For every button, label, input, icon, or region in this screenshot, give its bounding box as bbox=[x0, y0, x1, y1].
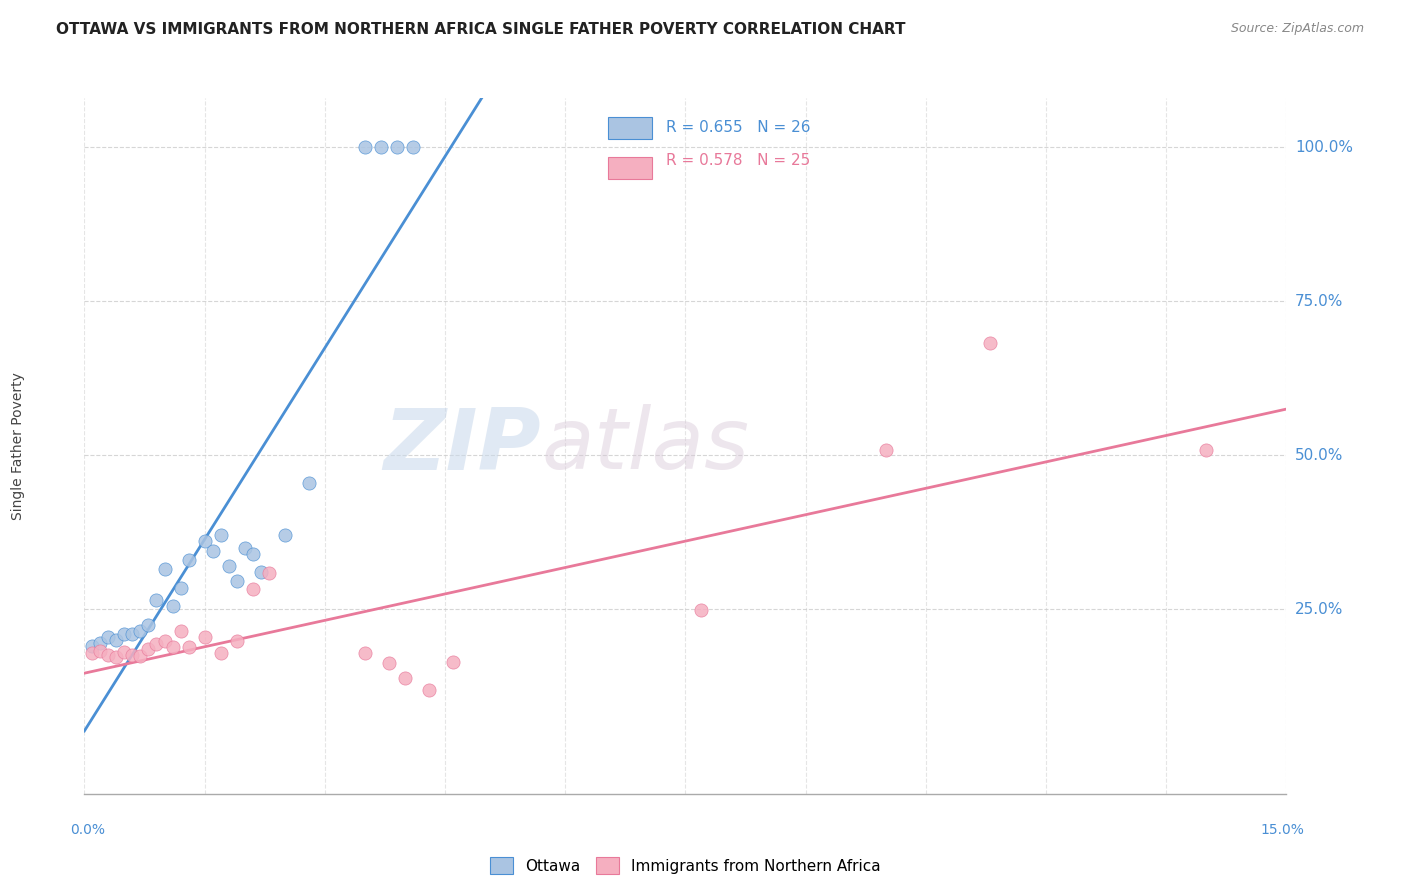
Point bbox=[441, 655, 464, 669]
Legend: Ottawa, Immigrants from Northern Africa: Ottawa, Immigrants from Northern Africa bbox=[484, 851, 887, 880]
Text: 0.0%: 0.0% bbox=[70, 823, 104, 837]
Point bbox=[225, 574, 247, 589]
Point bbox=[169, 624, 191, 638]
Point bbox=[274, 528, 297, 542]
Point bbox=[138, 617, 160, 632]
Point bbox=[385, 140, 408, 154]
Point bbox=[370, 140, 392, 154]
Point bbox=[105, 632, 128, 647]
Point bbox=[82, 639, 104, 653]
Point bbox=[209, 528, 232, 542]
Point bbox=[690, 603, 713, 617]
Point bbox=[201, 543, 224, 558]
Point bbox=[194, 630, 217, 644]
Point bbox=[209, 647, 232, 661]
Text: Single Father Poverty: Single Father Poverty bbox=[11, 372, 25, 520]
Point bbox=[354, 140, 377, 154]
Text: 100.0%: 100.0% bbox=[1295, 140, 1353, 155]
Point bbox=[875, 443, 897, 458]
Point bbox=[153, 634, 176, 648]
Text: 50.0%: 50.0% bbox=[1295, 448, 1343, 463]
Point bbox=[105, 650, 128, 665]
Point bbox=[177, 553, 200, 567]
Point bbox=[378, 657, 401, 671]
Point bbox=[114, 627, 135, 641]
Point bbox=[129, 624, 152, 638]
Point bbox=[162, 599, 184, 613]
Point bbox=[218, 559, 240, 574]
Point bbox=[1195, 443, 1218, 458]
Text: atlas: atlas bbox=[541, 404, 749, 488]
Point bbox=[121, 648, 143, 662]
Point bbox=[97, 630, 120, 644]
Point bbox=[89, 644, 111, 658]
Point bbox=[233, 541, 256, 555]
Text: OTTAWA VS IMMIGRANTS FROM NORTHERN AFRICA SINGLE FATHER POVERTY CORRELATION CHAR: OTTAWA VS IMMIGRANTS FROM NORTHERN AFRIC… bbox=[56, 22, 905, 37]
Point bbox=[194, 534, 217, 549]
Point bbox=[121, 627, 143, 641]
Point bbox=[97, 648, 120, 663]
Point bbox=[979, 336, 1001, 351]
Point bbox=[354, 647, 377, 661]
Point bbox=[169, 581, 191, 595]
Text: 75.0%: 75.0% bbox=[1295, 293, 1343, 309]
Point bbox=[177, 640, 200, 655]
Point bbox=[394, 671, 416, 685]
Point bbox=[145, 593, 167, 607]
Point bbox=[162, 640, 184, 655]
Point bbox=[129, 648, 152, 663]
Point bbox=[114, 645, 135, 659]
Point bbox=[402, 140, 425, 154]
Point bbox=[242, 582, 264, 597]
Point bbox=[257, 566, 280, 581]
Point bbox=[298, 475, 321, 490]
Point bbox=[138, 642, 160, 657]
Point bbox=[153, 562, 176, 576]
Point bbox=[242, 547, 264, 561]
Point bbox=[145, 637, 167, 651]
Text: 15.0%: 15.0% bbox=[1260, 823, 1305, 837]
Point bbox=[89, 636, 111, 650]
Point bbox=[225, 634, 247, 648]
Point bbox=[418, 683, 440, 698]
Point bbox=[82, 647, 104, 661]
Text: 25.0%: 25.0% bbox=[1295, 602, 1343, 616]
Text: ZIP: ZIP bbox=[384, 404, 541, 488]
Text: Source: ZipAtlas.com: Source: ZipAtlas.com bbox=[1230, 22, 1364, 36]
Point bbox=[249, 566, 271, 580]
